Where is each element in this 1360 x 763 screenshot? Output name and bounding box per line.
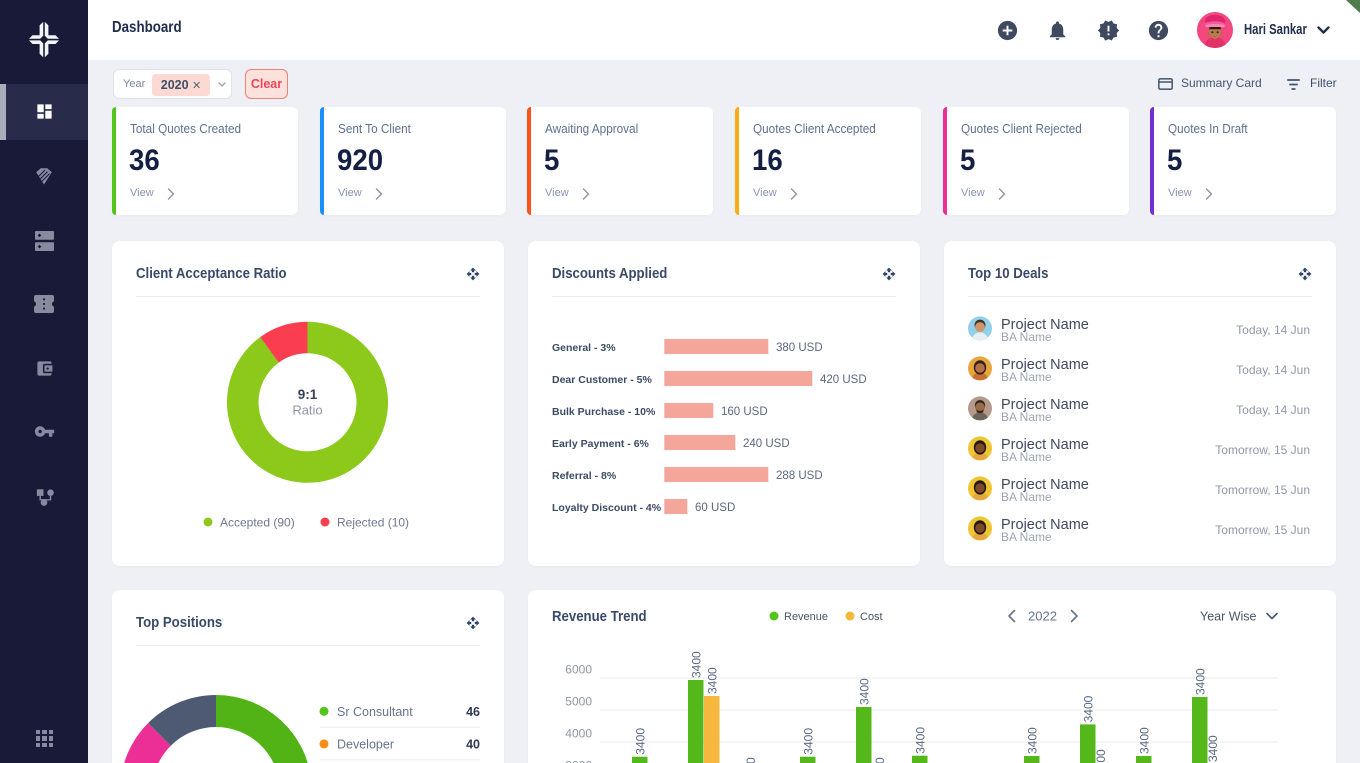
svg-text:Revenue: Revenue [784,611,828,623]
svg-text:Project Name: Project Name [1001,437,1089,453]
svg-text:Today, 14 Jun: Today, 14 Jun [1236,323,1310,337]
svg-text:380 USD: 380 USD [776,342,823,354]
svg-text:40: 40 [466,738,480,752]
svg-text:3400: 3400 [1194,668,1208,695]
svg-text:3000: 3000 [565,759,592,763]
svg-text:3400: 3400 [1082,695,1096,722]
svg-text:2022: 2022 [1028,609,1057,624]
svg-text:3400: 3400 [914,727,928,754]
svg-text:Developer: Developer [337,738,394,752]
svg-text:3400: 3400 [634,728,648,755]
svg-text:Referral - 8%: Referral - 8% [552,470,617,482]
svg-text:Sr Consultant: Sr Consultant [337,705,413,719]
svg-text:Project Name: Project Name [1001,517,1089,533]
svg-text:3400: 3400 [1206,735,1220,762]
svg-text:Tomorrow, 15 Jun: Tomorrow, 15 Jun [1215,483,1310,497]
svg-text:Ratio: Ratio [292,403,322,418]
svg-text:Accepted (90): Accepted (90) [220,516,295,530]
svg-text:BA Name: BA Name [1001,330,1052,344]
svg-text:Bulk Purchase - 10%: Bulk Purchase - 10% [552,406,656,418]
svg-text:Project Name: Project Name [1001,397,1089,413]
svg-text:3400: 3400 [1138,727,1152,754]
svg-text:Tomorrow, 15 Jun: Tomorrow, 15 Jun [1215,443,1310,457]
svg-text:Tomorrow, 15 Jun: Tomorrow, 15 Jun [1215,523,1310,537]
svg-text:Today, 14 Jun: Today, 14 Jun [1236,363,1310,377]
svg-text:Project Name: Project Name [1001,357,1089,373]
svg-text:3400: 3400 [858,678,872,705]
svg-text:BA Name: BA Name [1001,370,1052,384]
svg-text:Today, 14 Jun: Today, 14 Jun [1236,403,1310,417]
svg-text:3400: 3400 [706,667,720,694]
svg-text:BA Name: BA Name [1001,490,1052,504]
svg-text:Cost: Cost [860,611,883,623]
svg-text:6000: 6000 [565,663,592,677]
svg-text:Project Name: Project Name [1001,477,1089,493]
svg-text:4000: 4000 [565,727,592,741]
svg-text:3400: 3400 [1026,727,1040,754]
svg-text:46: 46 [466,705,480,719]
svg-text:60 USD: 60 USD [695,502,735,514]
svg-text:Dear Customer - 5%: Dear Customer - 5% [552,374,652,386]
svg-text:240 USD: 240 USD [743,438,790,450]
svg-text:Year Wise: Year Wise [1200,610,1257,624]
svg-text:3400: 3400 [1094,749,1108,763]
svg-text:BA Name: BA Name [1001,410,1052,424]
svg-text:288 USD: 288 USD [776,470,823,482]
svg-text:0: 0 [744,757,758,763]
svg-text:Rejected (10): Rejected (10) [337,516,409,530]
svg-text:0: 0 [873,757,887,763]
svg-text:Early Payment - 6%: Early Payment - 6% [552,438,650,450]
svg-text:Project Name: Project Name [1001,317,1089,333]
svg-text:5000: 5000 [565,695,592,709]
svg-text:3400: 3400 [802,728,816,755]
svg-text:Loyalty Discount - 4%: Loyalty Discount - 4% [552,502,662,514]
svg-text:420 USD: 420 USD [820,374,867,386]
svg-text:BA Name: BA Name [1001,450,1052,464]
svg-text:160 USD: 160 USD [721,406,768,418]
svg-text:BA Name: BA Name [1001,530,1052,544]
svg-text:General - 3%: General - 3% [552,342,616,354]
svg-text:3400: 3400 [690,651,704,678]
svg-text:9:1: 9:1 [298,387,318,402]
